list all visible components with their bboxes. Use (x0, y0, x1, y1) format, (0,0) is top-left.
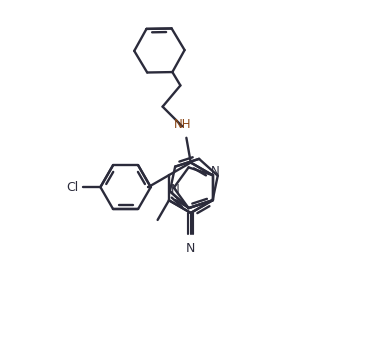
Text: N: N (171, 183, 180, 196)
Text: Cl: Cl (67, 181, 79, 194)
Text: NH: NH (174, 119, 191, 132)
Text: N: N (186, 242, 195, 255)
Text: N: N (211, 165, 220, 178)
